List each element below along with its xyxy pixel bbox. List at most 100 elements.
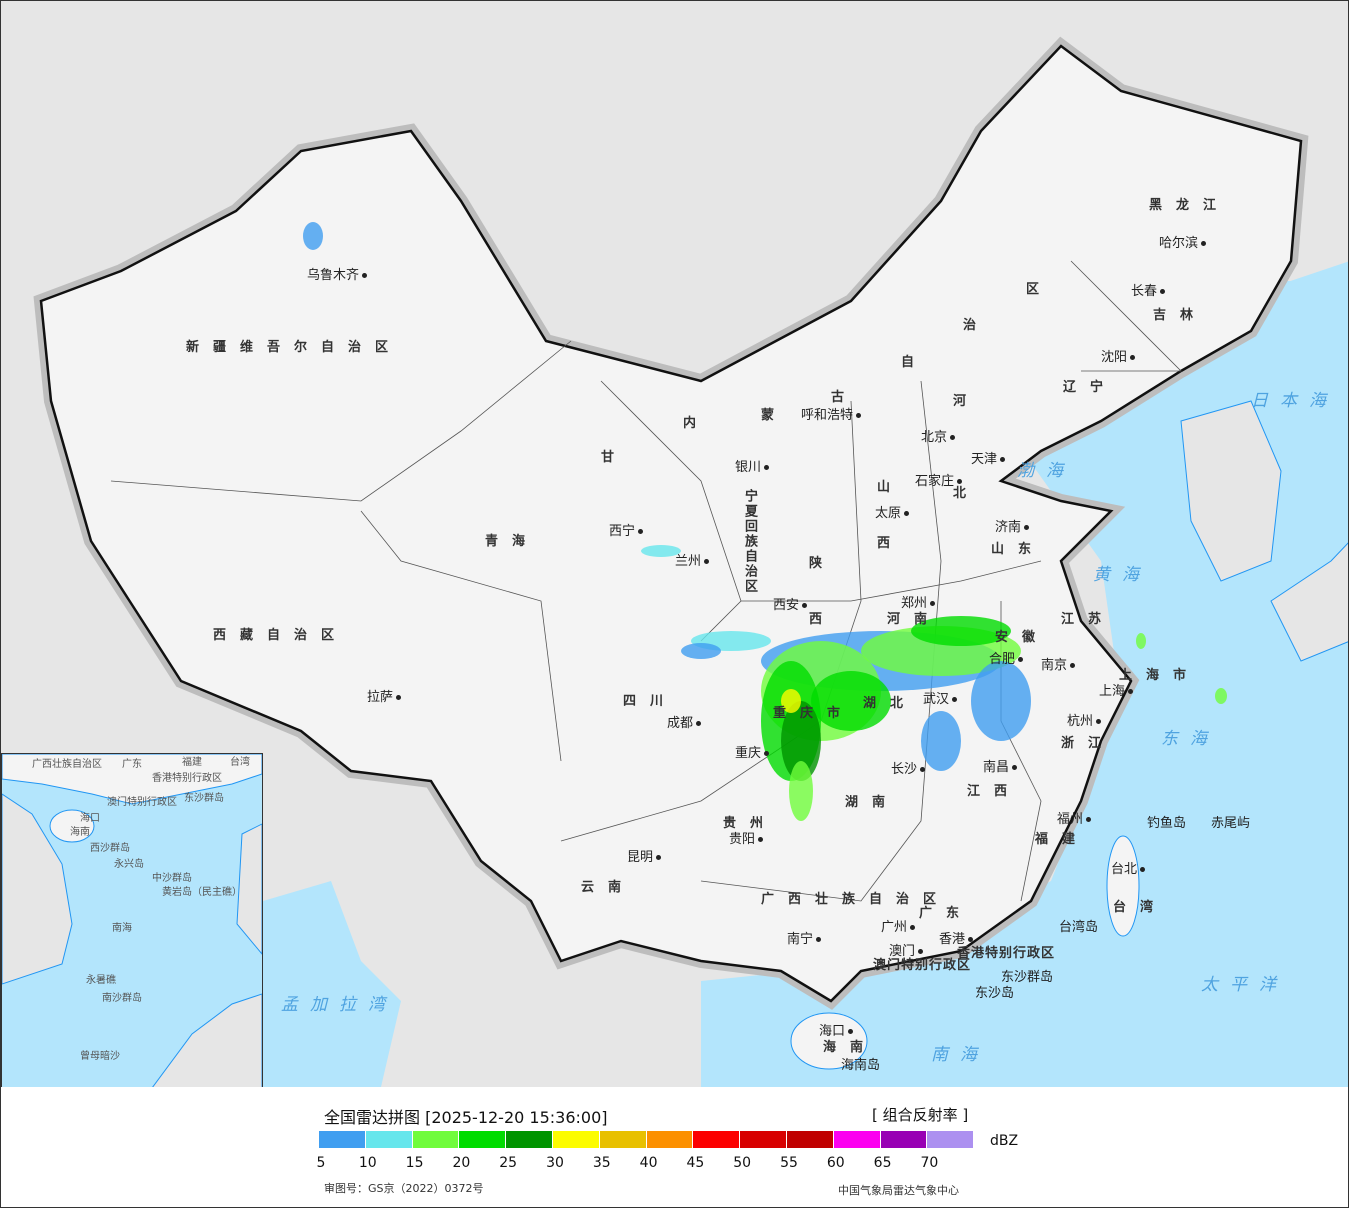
province-label-guangxi-text: 广西壮族自治区 [761,892,951,907]
city-label-yinchuan-text: 银川 [735,460,762,475]
city-label-harbin: 哈尔滨 [1159,237,1209,250]
province-label-shandong-text: 山东 [991,542,1046,557]
city-label-chongqing-text: 重庆 [735,746,762,761]
color-swatch [880,1131,927,1148]
city-label-hohhot: 呼和浩特 [801,409,864,422]
province-borders [110,260,1182,902]
city-label-tianjin-text: 天津 [971,452,998,467]
province-label-neimenggu-5-text: 治 [963,318,991,333]
sea-label-bohai: 渤海 [1017,463,1075,480]
inset-label-text: 永暑礁 [86,975,116,986]
city-dot-icon [696,721,702,726]
inset-label: 南沙群岛 [102,994,142,1004]
city-label-hohhot-text: 呼和浩特 [801,408,854,423]
city-dot-icon [816,937,822,942]
city-label-changchun: 长春 [1131,285,1168,298]
place-label-hk-sar: 香港特别行政区 [957,947,1055,960]
inset-label-text: 广东 [122,759,142,770]
inset-label-text: 南沙群岛 [102,993,142,1004]
radar-echo [1136,633,1146,649]
province-label-xinjiang: 新疆维吾尔自治区 [186,341,402,354]
province-label-shaanxi-2-text: 西 [809,612,837,627]
place-label-taiwan-island: 台湾岛 [1059,921,1098,934]
city-label-chengdu-text: 成都 [667,716,694,731]
city-dot-icon [1012,765,1018,770]
inset-label: 黄岩岛（民主礁） [162,888,242,898]
province-label-jilin-text: 吉林 [1153,308,1208,323]
city-dot-icon [704,559,710,564]
data-source: 中国气象局雷达气象中心 [838,1184,959,1197]
place-label-chiwei: 赤尾屿 [1211,817,1250,830]
taiwan-island [1106,835,1140,937]
city-label-hongkong: 香港 [939,933,976,946]
province-label-shanxi-2-text: 西 [877,536,905,551]
sea-label-riben: 日本海 [1251,393,1338,410]
sea-label-riben-text: 日本海 [1251,391,1338,411]
inset-label-text: 南海 [112,923,132,934]
sea-label-donghai-text: 东海 [1161,729,1219,749]
province-label-fujian: 福建 [1035,833,1089,846]
province-label-neimenggu-6-text: 区 [1026,282,1054,297]
sea-label-nanhai: 南海 [931,1047,989,1064]
city-label-shenyang-text: 沈阳 [1101,350,1128,365]
city-dot-icon [1018,657,1024,662]
city-label-hongkong-text: 香港 [939,932,966,947]
place-label-macau-sar: 澳门特别行政区 [873,959,971,972]
city-label-chongqing: 重庆 [735,747,772,760]
place-label-hk-sar-text: 香港特别行政区 [957,946,1056,961]
city-label-shijiazhuang: 石家庄 [915,475,965,488]
province-label-neimenggu-1: 内 [683,417,710,430]
city-label-taiyuan-text: 太原 [875,506,902,521]
radar-echo [303,222,323,250]
province-label-guizhou-text: 贵州 [723,816,778,831]
city-label-haikou-text: 海口 [819,1024,846,1039]
province-label-henan: 河南 [887,613,941,626]
scale-tick-label: 35 [592,1155,611,1171]
inset-label: 中沙群岛 [152,874,192,884]
city-dot-icon [1086,817,1092,822]
city-dot-icon [957,479,963,484]
inset-label-text: 中沙群岛 [152,873,192,884]
province-label-shanghai: 上海市 [1119,669,1200,682]
scale-tick-label: 70 [920,1155,939,1171]
color-swatch [506,1131,552,1148]
color-swatch [412,1131,459,1148]
city-label-lhasa-text: 拉萨 [367,690,394,705]
inset-philippines [236,823,262,955]
province-label-yunnan-text: 云南 [581,880,636,895]
city-label-shenyang: 沈阳 [1101,351,1138,364]
city-label-hangzhou: 杭州 [1067,715,1104,728]
sea-label-taipingyang: 太平洋 [1201,977,1288,994]
city-label-shanghai: 上海 [1099,685,1136,698]
legend-panel: 全国雷达拼图 [2025-12-20 15:36:00] [ 组合反射率 ] d… [0,1088,1349,1208]
city-dot-icon [904,511,910,516]
province-label-jiangsu-text: 江苏 [1061,612,1116,627]
inset-label-text: 海口 [80,813,100,824]
inset-label-text: 福建 [182,757,202,768]
province-label-hebei-1: 河 [953,395,980,408]
inset-label-text: 台湾 [230,757,250,768]
city-dot-icon [1070,663,1076,668]
color-swatch [459,1131,506,1148]
city-label-beijing: 北京 [921,431,958,444]
city-dot-icon [950,435,956,440]
inset-borneo [152,993,262,1087]
city-label-jinan: 济南 [995,521,1032,534]
city-dot-icon [758,837,764,842]
sea-label-mengjiala: 孟加拉湾 [281,997,397,1014]
province-label-guizhou: 贵州 [723,817,777,830]
radar-echo [971,661,1031,741]
inset-label-text: 海南 [70,827,90,838]
sea-label-nanhai-text: 南海 [931,1045,989,1065]
city-label-shijiazhuang-text: 石家庄 [915,474,955,489]
province-label-taiwan: 台湾 [1113,901,1167,914]
city-label-wuhan: 武汉 [923,693,960,706]
inset-land [2,754,262,805]
inset-label-text: 黄岩岛（民主礁） [162,887,242,898]
city-dot-icon [1024,525,1030,530]
radar-echo [781,689,801,713]
province-label-xizang: 西藏自治区 [213,629,348,642]
province-label-neimenggu-5: 治 [963,319,990,332]
city-dot-icon [764,751,770,756]
scale-tick-label: 40 [639,1155,658,1171]
